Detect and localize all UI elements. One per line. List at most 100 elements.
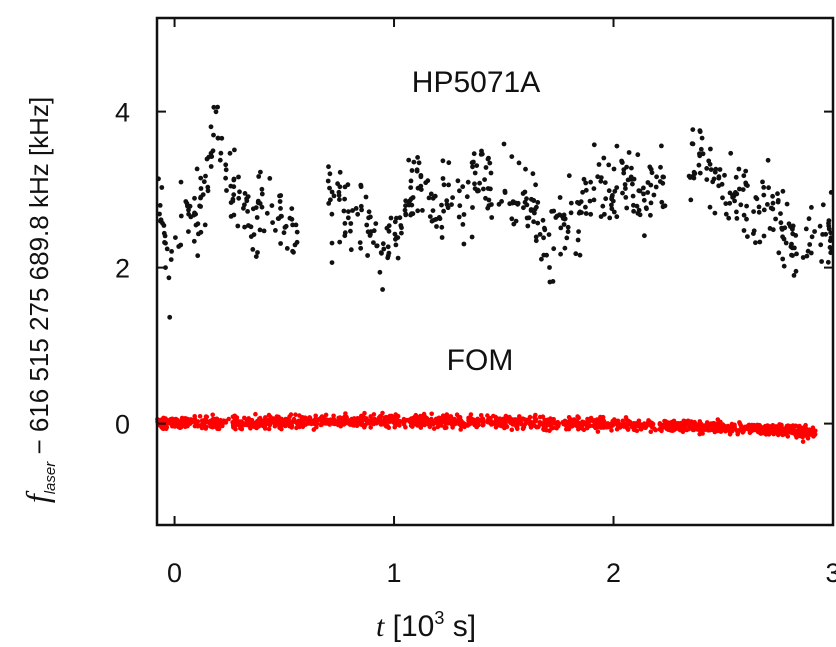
hp5071a-point (195, 221, 201, 227)
hp5071a-point (477, 180, 482, 186)
hp5071a-point (547, 279, 553, 285)
fom-point (271, 416, 276, 421)
hp5071a-point (371, 228, 377, 234)
fom-point (179, 423, 185, 429)
hp5071a-point (819, 259, 824, 264)
hp5071a-point (192, 195, 197, 201)
hp5071a-point (631, 208, 636, 214)
hp5071a-point (488, 170, 494, 176)
fom-point (765, 428, 771, 434)
fom-point (556, 422, 561, 428)
fom-point (316, 417, 322, 422)
hp5071a-point (237, 189, 242, 195)
fom-point (807, 432, 812, 437)
hp5071a-point (596, 162, 602, 167)
hp5071a-point (444, 198, 450, 204)
fom-point (630, 423, 636, 429)
hp5071a-point (525, 223, 531, 229)
hp5071a-point (531, 198, 536, 203)
hp5071a-point (281, 230, 287, 236)
hp5071a-point (357, 240, 363, 246)
hp5071a-point (278, 193, 284, 198)
fom-point (788, 430, 793, 435)
hp5071a-point (348, 228, 353, 234)
hp5071a-point (707, 161, 713, 167)
hp5071a-point (516, 160, 522, 166)
hp5071a-point (761, 192, 767, 198)
hp5071a-point (465, 179, 471, 185)
hp5071a-point (167, 314, 173, 320)
hp5071a-point (345, 215, 351, 221)
fom-point (367, 419, 373, 424)
hp5071a-point (213, 109, 219, 115)
hp5071a-point (576, 229, 581, 235)
fom-point (494, 420, 500, 426)
hp5071a-point (418, 174, 424, 180)
hp5071a-point (687, 175, 693, 180)
hp5071a-point (358, 182, 364, 188)
hp5071a-point (178, 213, 184, 219)
x-axis-variable: t (376, 610, 385, 643)
hp5071a-point (256, 174, 262, 179)
hp5071a-point (264, 210, 270, 216)
hp5071a-point (327, 171, 333, 177)
hp5071a-point (780, 188, 786, 194)
hp5071a-point (329, 260, 335, 265)
plot-frame (155, 16, 835, 527)
hp5071a-point (228, 183, 234, 189)
fom-point (746, 422, 752, 428)
hp5071a-point (756, 209, 762, 215)
hp5071a-point (637, 188, 643, 194)
fom-point (516, 418, 522, 424)
hp5071a-point (812, 229, 817, 234)
fom-point (784, 425, 789, 430)
hp5071a-point (470, 164, 475, 170)
fom-point (401, 422, 407, 427)
hp5071a-point (511, 221, 517, 227)
hp5071a-point (642, 233, 647, 239)
hp5071a-point (803, 226, 809, 232)
fom-point (462, 424, 467, 430)
fom-point (431, 426, 437, 431)
fom-point (773, 425, 778, 431)
hp5071a-point (236, 195, 242, 201)
fom-point (466, 421, 471, 426)
hp5071a-point (336, 192, 342, 198)
hp5071a-point (277, 199, 283, 204)
hp5071a-point (533, 238, 539, 244)
hp5071a-point (561, 222, 567, 227)
hp5071a-point (557, 212, 562, 218)
hp5071a-point (472, 170, 478, 176)
hp5071a-point (198, 229, 204, 235)
fom-point (448, 414, 454, 419)
hp5071a-point (342, 221, 348, 226)
hp5071a-point (215, 135, 221, 141)
hp5071a-point (626, 150, 632, 155)
hp5071a-point (173, 235, 178, 241)
hp5071a-point (751, 231, 756, 237)
hp5071a-point (659, 143, 664, 149)
fom-point (615, 423, 620, 428)
hp5071a-point (384, 225, 390, 231)
hp5071a-point (489, 215, 495, 220)
hp5071a-point (523, 166, 528, 172)
hp5071a-point (561, 215, 567, 220)
hp5071a-point (242, 202, 247, 208)
hp5071a-point (433, 216, 439, 222)
fom-point (541, 427, 547, 433)
hp5071a-point (386, 250, 392, 256)
hp5071a-point (697, 153, 703, 159)
hp5071a-point (428, 191, 434, 197)
fom-point (670, 422, 675, 428)
hp5071a-point (236, 174, 241, 180)
hp5071a-point (587, 198, 593, 204)
fom-point (387, 413, 393, 419)
fom-point (201, 422, 206, 428)
hp5071a-point (346, 209, 351, 215)
hp5071a-point (499, 199, 504, 204)
fom-point (256, 420, 261, 426)
hp5071a-point (489, 202, 494, 207)
fom-point (424, 415, 429, 421)
hp5071a-point (392, 219, 398, 225)
fom-point (450, 425, 455, 430)
